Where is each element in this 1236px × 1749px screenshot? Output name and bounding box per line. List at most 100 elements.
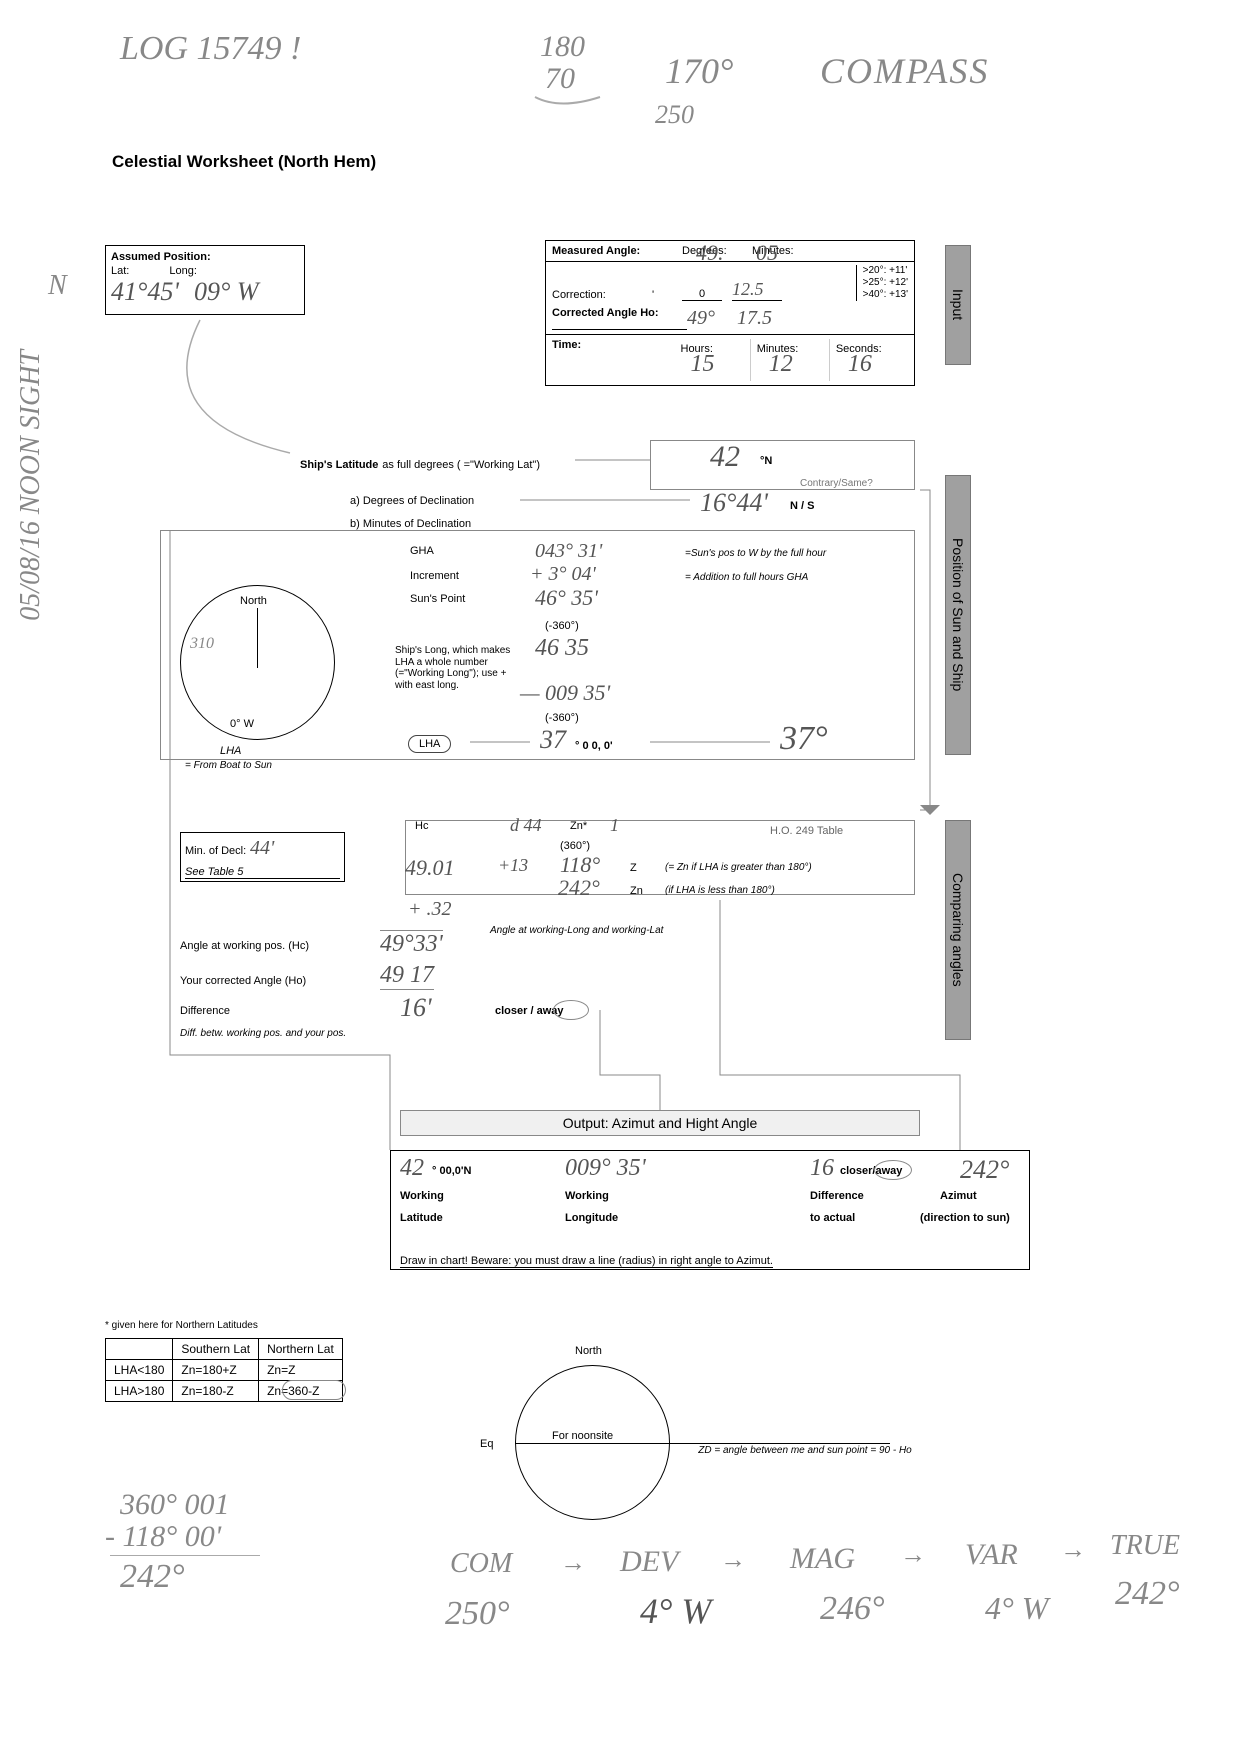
zd-note: ZD = angle between me and sun point = 90… (695, 1445, 915, 1456)
zt-r1-south: Zn=180+Z (173, 1360, 259, 1381)
noonsite: For noonsite (552, 1430, 613, 1442)
your-ho-label: Your corrected Angle (Ho) (180, 975, 306, 987)
corrected-row: Corrected Angle Ho: 49° 17.5 (546, 305, 914, 335)
zt-r2-label: LHA>180 (106, 1381, 173, 1402)
out-lat-val: 42 (400, 1155, 424, 1182)
hc-label: Hc (415, 820, 428, 832)
long-label: Long: (169, 265, 197, 277)
long-value: 09° W (194, 277, 259, 307)
out-long-label2: Longitude (565, 1212, 618, 1224)
sp-val2: 46 35 (535, 635, 589, 662)
out-diff-label: Difference (810, 1190, 864, 1202)
m360-ho: (360°) (560, 840, 590, 852)
corrected-label: Corrected Angle Ho: (552, 307, 687, 330)
corrections-list: >20°: +11' >25°: +12' >40°: +13' (856, 265, 908, 301)
away-circled (553, 1000, 589, 1020)
corr0: 0 (682, 288, 722, 301)
compass-north: North (240, 595, 267, 607)
vtab-input: Input (945, 245, 971, 365)
bh-true: TRUE (1110, 1530, 1180, 1562)
bh-com: COM (450, 1548, 512, 1580)
zn-note: (if LHA is less than 180°) (665, 885, 775, 896)
out-azimut-val: 242° (960, 1155, 1009, 1185)
bh-4w: 4° W (640, 1590, 711, 1632)
bh-242: 242° (1115, 1575, 1180, 1613)
hand-170: 170° (665, 50, 733, 92)
measured-row1: Measured Angle: Degrees: Minutes: (546, 241, 914, 262)
ship-lat-val: 42 (710, 440, 740, 474)
ho249-242: 242° (558, 875, 600, 901)
output-title: Output: Azimut and Hight Angle (400, 1110, 920, 1136)
diff-label: Difference (180, 1005, 230, 1017)
sp-val: 46° 35' (535, 585, 598, 611)
ho249-title: H.O. 249 Table (770, 825, 843, 837)
zn360-circled (282, 1380, 346, 1400)
compass-310: 310 (190, 635, 214, 653)
time-label: Time: (552, 339, 681, 381)
m360a: (-360°) (545, 620, 579, 632)
inc-note: = Addition to full hours GHA (685, 572, 808, 583)
zn-star: Zn* (570, 820, 587, 832)
corr32: + .32 (408, 898, 452, 921)
calc3: 242° (120, 1558, 185, 1596)
out-azimut-label: Azimut (940, 1190, 977, 1202)
contrary-same: Contrary/Same? (800, 478, 873, 489)
z-note: (= Zn if LHA is greater than 180°) (665, 862, 812, 873)
time-row: Time: Hours: 15 Minutes: 12 Seconds: 16 (546, 335, 914, 385)
minutes-val: 12 (769, 351, 793, 378)
draw-note: Draw in chart! Beware: you must draw a l… (400, 1255, 773, 1268)
assumed-position-box: Assumed Position: Lat: Long: 41°45' 09° … (105, 245, 305, 315)
out-long-label: Working (565, 1190, 609, 1202)
lha-oval: LHA (408, 735, 451, 753)
bh-4w2: 4° W (985, 1590, 1048, 1627)
bh-mag: MAG (790, 1542, 855, 1576)
zn-star-val: 1 (610, 815, 619, 836)
gha-val: 043° 31' (535, 540, 602, 563)
bh-var: VAR (965, 1538, 1018, 1572)
worksheet-title: Celestial Worksheet (North Hem) (112, 152, 376, 172)
decl-a: a) Degrees of Declination (350, 495, 474, 507)
calc-line (110, 1555, 260, 1556)
out-away-circled (874, 1160, 912, 1180)
inc-val: + 3° 04' (530, 563, 596, 586)
bh-arr3: → (900, 1540, 926, 1570)
min-decl-label: Min. of Decl: (185, 845, 246, 857)
compass-line (257, 608, 258, 668)
eq-line (515, 1443, 890, 1444)
zt-r2-south: Zn=180-Z (173, 1381, 259, 1402)
output-box (390, 1150, 1030, 1270)
zn-label: Zn (630, 885, 643, 897)
angle-hc-val: 49°33' (380, 930, 443, 958)
sp-label: Sun's Point (410, 593, 465, 605)
diff-note: Diff. betw. working pos. and your pos. (180, 1028, 346, 1039)
long-val: — 009 35' (520, 680, 610, 706)
hand-log: LOG 15749 ! (120, 30, 301, 68)
assumed-pos-row: Lat: Long: (111, 265, 299, 277)
corr-tick: ' (652, 289, 682, 301)
zt-r1-north: Zn=Z (259, 1360, 343, 1381)
compass-lha: LHA (220, 745, 241, 757)
bh-250: 250° (445, 1595, 510, 1633)
decl-val: 16°44' (700, 488, 768, 518)
bh-246: 246° (820, 1590, 885, 1628)
zt-south: Southern Lat (173, 1339, 259, 1360)
hc-val: d 44 (510, 815, 542, 836)
side-note-n: N (48, 270, 67, 302)
inc-label: Increment (410, 570, 459, 582)
zt-north: Northern Lat (259, 1339, 343, 1360)
lha-val: 37 (540, 725, 566, 755)
eq-label: Eq (480, 1438, 493, 1450)
ship-lat-box (650, 440, 915, 490)
gha-label: GHA (410, 545, 434, 557)
hand-70: 70 (545, 62, 575, 96)
assumed-pos-label: Assumed Position: (111, 251, 299, 263)
zt-r1-label: LHA<180 (106, 1360, 173, 1381)
out-diff-val: 16 (810, 1155, 834, 1182)
lat-label: Lat: (111, 265, 129, 277)
ship-lat-n: °N (760, 455, 772, 467)
hand-250: 250 (655, 100, 694, 130)
ship-lat-row: Ship's Latitude as full degrees ( ="Work… (300, 455, 540, 471)
hand-compass: COMPASS (820, 50, 989, 92)
seconds-val: 16 (848, 351, 872, 378)
angle-hc-label: Angle at working pos. (Hc) (180, 940, 309, 952)
